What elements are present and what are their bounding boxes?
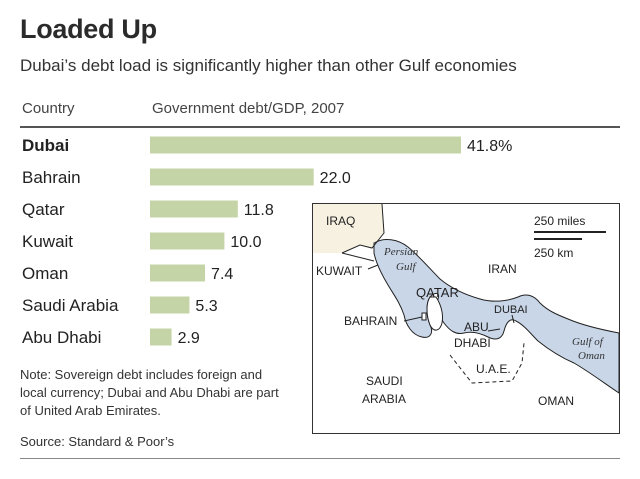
chart-title: Loaded Up <box>20 14 157 44</box>
category-label-qatar: Qatar <box>22 200 65 219</box>
abu-dhabi-leader-line <box>487 328 501 332</box>
bar-oman <box>150 264 206 282</box>
map-label-qatar: QATAR <box>416 285 459 300</box>
dubai-leader-line <box>511 314 515 324</box>
map-label-oman-water: Oman <box>578 350 605 362</box>
category-label-kuwait: Kuwait <box>22 232 73 251</box>
bahrain-leader-line <box>403 316 423 322</box>
footnote: Note: Sovereign debt includes foreign an… <box>20 367 279 418</box>
gulf-water <box>373 239 620 394</box>
map-label-bahrain: BAHRAIN <box>344 314 397 328</box>
uae-border <box>449 342 525 384</box>
bahrain-island <box>421 312 427 321</box>
source-note: Source: Standard & Poor’s <box>20 434 175 449</box>
value-label-saudi-arabia: 5.3 <box>195 298 217 315</box>
map-label-dubai: DUBAI <box>494 304 528 316</box>
header-rule <box>20 126 620 128</box>
value-label-qatar: 11.8 <box>244 202 274 219</box>
category-label-dubai: Dubai <box>22 136 69 155</box>
kuwait-border <box>341 252 375 262</box>
iraq-border <box>341 203 385 254</box>
gulf-region-map: 250 miles 250 km IRAQ KUWAIT Persian Gul… <box>312 203 620 434</box>
metric-column-header: Government debt/GDP, 2007 <box>152 100 345 117</box>
map-label-gulf: Gulf <box>396 261 418 273</box>
value-label-kuwait: 10.0 <box>230 234 261 251</box>
value-label-bahrain: 22.0 <box>320 170 351 187</box>
value-label-oman: 7.4 <box>211 266 233 283</box>
map-label-iran: IRAN <box>488 262 517 276</box>
iraq-land <box>313 204 384 253</box>
scale-label-km: 250 km <box>534 246 573 260</box>
bar-dubai <box>150 136 461 154</box>
bar-abu-dhabi <box>150 328 172 346</box>
bar-saudi-arabia <box>150 296 190 314</box>
map-label-kuwait: KUWAIT <box>316 264 363 278</box>
map-label-oman: OMAN <box>538 394 574 408</box>
chart-subtitle: Dubai’s debt load is significantly highe… <box>20 56 517 75</box>
category-label-bahrain: Bahrain <box>22 168 81 187</box>
bar-qatar <box>150 200 238 218</box>
map-label-gulf-of: Gulf of <box>572 336 605 348</box>
map-label-abu: ABU <box>464 320 489 334</box>
value-label-abu-dhabi: 2.9 <box>178 330 200 347</box>
map-label-persian: Persian <box>383 246 419 258</box>
map-label-uae: U.A.E. <box>476 362 511 376</box>
map-label-dhabi: DHABI <box>454 336 491 350</box>
category-label-oman: Oman <box>22 264 68 283</box>
footer-rule <box>20 458 620 459</box>
scale-label-miles: 250 miles <box>534 214 585 228</box>
map-label-iraq: IRAQ <box>326 214 355 228</box>
bar-bahrain <box>150 168 314 186</box>
country-column-header: Country <box>22 100 75 117</box>
kuwait-leader-line <box>367 264 379 270</box>
category-label-saudi-arabia: Saudi Arabia <box>22 296 119 315</box>
category-label-abu-dhabi: Abu Dhabi <box>22 328 101 347</box>
map-label-saudi: SAUDI <box>366 374 403 388</box>
qatar-land <box>426 296 443 331</box>
value-label-dubai: 41.8% <box>467 138 512 155</box>
map-label-arabia: ARABIA <box>362 392 406 406</box>
bar-kuwait <box>150 232 225 250</box>
